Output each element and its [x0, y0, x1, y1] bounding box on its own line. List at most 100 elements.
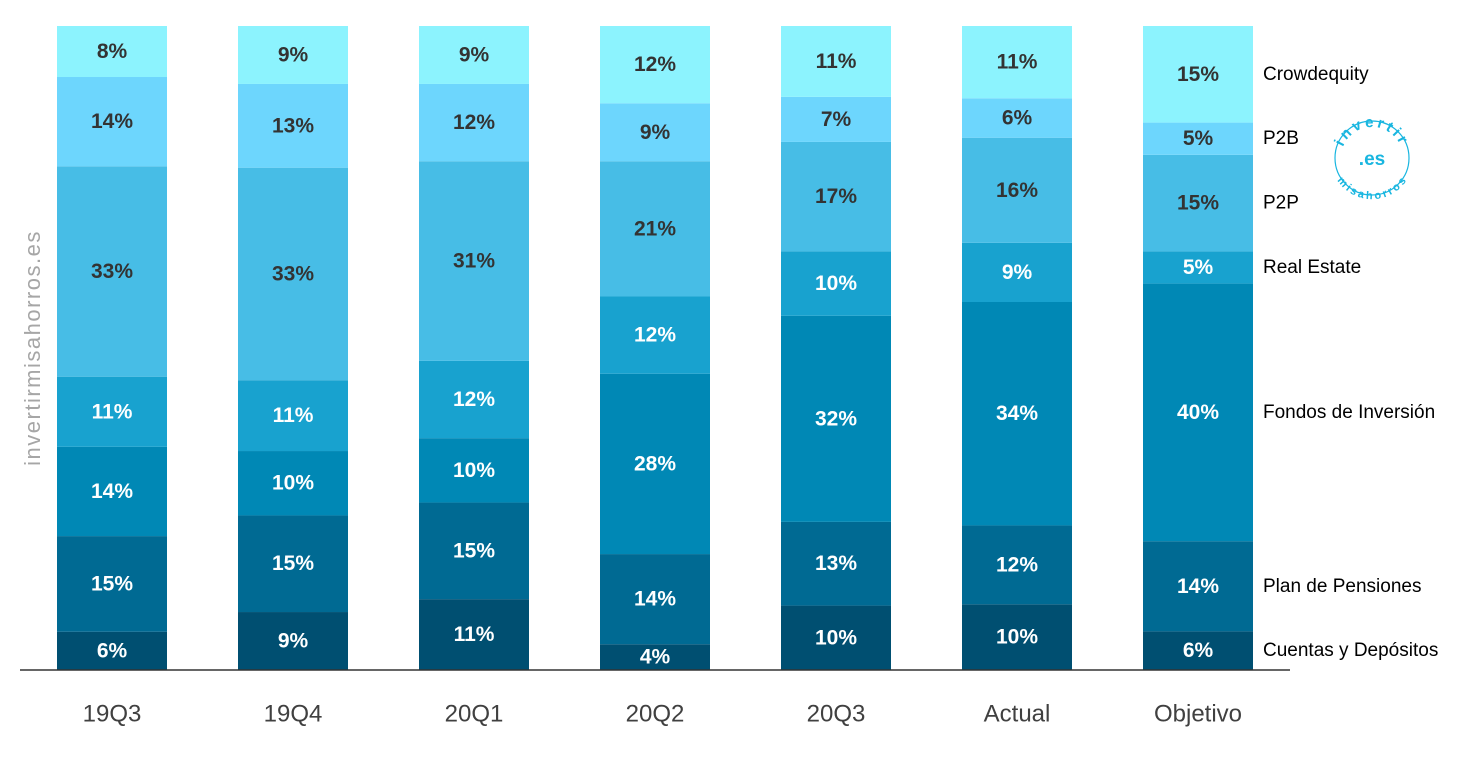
segment-value-label: 4%	[640, 646, 671, 669]
segment-value-label: 6%	[97, 639, 128, 662]
legend-entry: P2P	[1263, 193, 1299, 214]
legend-entry: P2B	[1263, 128, 1299, 149]
bar-segment-objetivo-0	[1143, 631, 1253, 670]
bar-segment-19q4-1	[238, 515, 348, 613]
bar-segment-19q4-6	[238, 26, 348, 84]
category-label: 20Q3	[807, 701, 866, 728]
bars-group	[57, 26, 1253, 670]
bar-segment-20q2-1	[600, 554, 710, 645]
bar-segment-19q3-2	[57, 446, 167, 537]
bar-segment-actual-5	[962, 98, 1072, 138]
segment-value-label: 10%	[815, 626, 857, 649]
segment-value-label: 12%	[634, 53, 676, 76]
bar-segment-19q3-3	[57, 376, 167, 447]
logo-bottom-text: misahorros	[1335, 175, 1409, 203]
bar-segment-20q2-5	[600, 103, 710, 162]
bar-segment-objetivo-3	[1143, 251, 1253, 284]
bar-segment-20q2-4	[600, 161, 710, 297]
category-label: 19Q4	[264, 701, 323, 728]
segment-value-label: 14%	[91, 480, 133, 503]
category-label: Actual	[984, 701, 1051, 728]
segment-value-label: 10%	[815, 272, 857, 295]
bar-segment-20q1-1	[419, 502, 529, 600]
segment-value-label: 14%	[91, 110, 133, 133]
segment-value-label: 11%	[454, 623, 495, 646]
bar-segment-20q3-6	[781, 26, 891, 97]
legend-entry: Plan de Pensiones	[1263, 576, 1421, 597]
segment-value-label: 14%	[1177, 575, 1219, 598]
segment-value-label: 15%	[1177, 192, 1219, 215]
segment-value-label: 17%	[815, 185, 857, 208]
bar-segment-20q2-6	[600, 26, 710, 104]
bar-segment-20q1-6	[419, 26, 529, 84]
bar-segment-19q3-0	[57, 631, 167, 670]
segment-value-label: 12%	[453, 388, 495, 411]
legend: Cuentas y Depósitos Plan de Pensiones Fond…	[1263, 64, 1438, 661]
segment-value-label: 13%	[272, 114, 314, 137]
segment-value-label: 10%	[272, 472, 314, 495]
bar-segment-20q1-0	[419, 599, 529, 670]
bar-segment-objetivo-1	[1143, 541, 1253, 632]
segment-value-label: 11%	[273, 404, 314, 427]
bar-segment-20q1-4	[419, 161, 529, 361]
segment-value-label: 8%	[97, 40, 128, 63]
segment-value-label: 34%	[996, 402, 1038, 425]
legend-entry: Fondos de Inversión	[1263, 402, 1435, 423]
bar-segment-20q2-3	[600, 296, 710, 374]
segment-value-label: 11%	[92, 400, 133, 423]
bar-segment-objetivo-6	[1143, 26, 1253, 123]
segment-value-label: 11%	[997, 51, 1038, 74]
bar-segment-19q3-6	[57, 26, 167, 78]
segment-value-label: 9%	[278, 43, 309, 66]
logo-top-text: invertir	[1331, 114, 1409, 149]
segment-value-label: 11%	[816, 50, 857, 73]
logo-middle-text: .es	[1359, 149, 1385, 170]
bar-segment-20q2-2	[600, 373, 710, 555]
segment-value-label: 13%	[815, 552, 857, 575]
bar-segment-20q3-4	[781, 141, 891, 252]
category-labels-group: 19Q3 19Q4 20Q1 20Q2 20Q3 Actual Objetivo	[83, 701, 1242, 728]
segment-value-label: 40%	[1177, 401, 1219, 424]
bar-segment-actual-6	[962, 26, 1072, 99]
category-label: 20Q1	[445, 701, 504, 728]
bar-segment-20q3-0	[781, 605, 891, 670]
legend-entry: Crowdequity	[1263, 64, 1369, 85]
bar-segment-20q1-2	[419, 438, 529, 503]
watermark-text: invertirmisahorros.es	[20, 230, 45, 466]
bar-segment-objetivo-4	[1143, 154, 1253, 252]
bar-segment-19q3-1	[57, 536, 167, 632]
segment-value-label: 31%	[453, 250, 495, 273]
segment-value-label: 9%	[1002, 261, 1033, 284]
bar-segment-actual-4	[962, 137, 1072, 243]
segment-value-label: 15%	[272, 552, 314, 575]
segment-value-label: 5%	[1183, 256, 1214, 279]
legend-entry: Real Estate	[1263, 257, 1361, 278]
segment-value-label: 6%	[1002, 107, 1033, 130]
segment-value-label: 6%	[1183, 639, 1214, 662]
segment-value-label: 10%	[996, 626, 1038, 649]
segment-value-label: 14%	[634, 588, 676, 611]
bar-segment-19q3-4	[57, 166, 167, 377]
bar-segment-19q3-5	[57, 77, 167, 167]
bar-segment-actual-1	[962, 525, 1072, 605]
segment-value-label: 7%	[821, 108, 852, 131]
bar-segment-actual-3	[962, 242, 1072, 302]
bar-segment-19q4-3	[238, 380, 348, 452]
segment-value-label: 15%	[91, 572, 133, 595]
segment-value-label: 16%	[996, 179, 1038, 202]
segment-labels-group: 6% 15% 14% 11% 33% 14% 8% 9% 15% 10% 11% 33% 13% 9% 11…	[91, 40, 1219, 669]
segment-value-label: 21%	[634, 217, 676, 240]
bar-segment-20q2-0	[600, 644, 710, 670]
category-label: 20Q2	[626, 701, 685, 728]
segment-value-label: 15%	[1177, 63, 1219, 86]
site-logo: invertir .es misahorros	[1331, 114, 1412, 203]
bar-segment-19q4-4	[238, 167, 348, 381]
svg-text:misahorros: misahorros	[1335, 175, 1410, 203]
bar-segment-20q3-3	[781, 251, 891, 316]
segment-value-label: 9%	[278, 630, 309, 653]
bar-segment-objetivo-2	[1143, 283, 1253, 542]
segment-value-label: 9%	[459, 43, 490, 66]
svg-text:invertir: invertir	[1331, 114, 1412, 149]
